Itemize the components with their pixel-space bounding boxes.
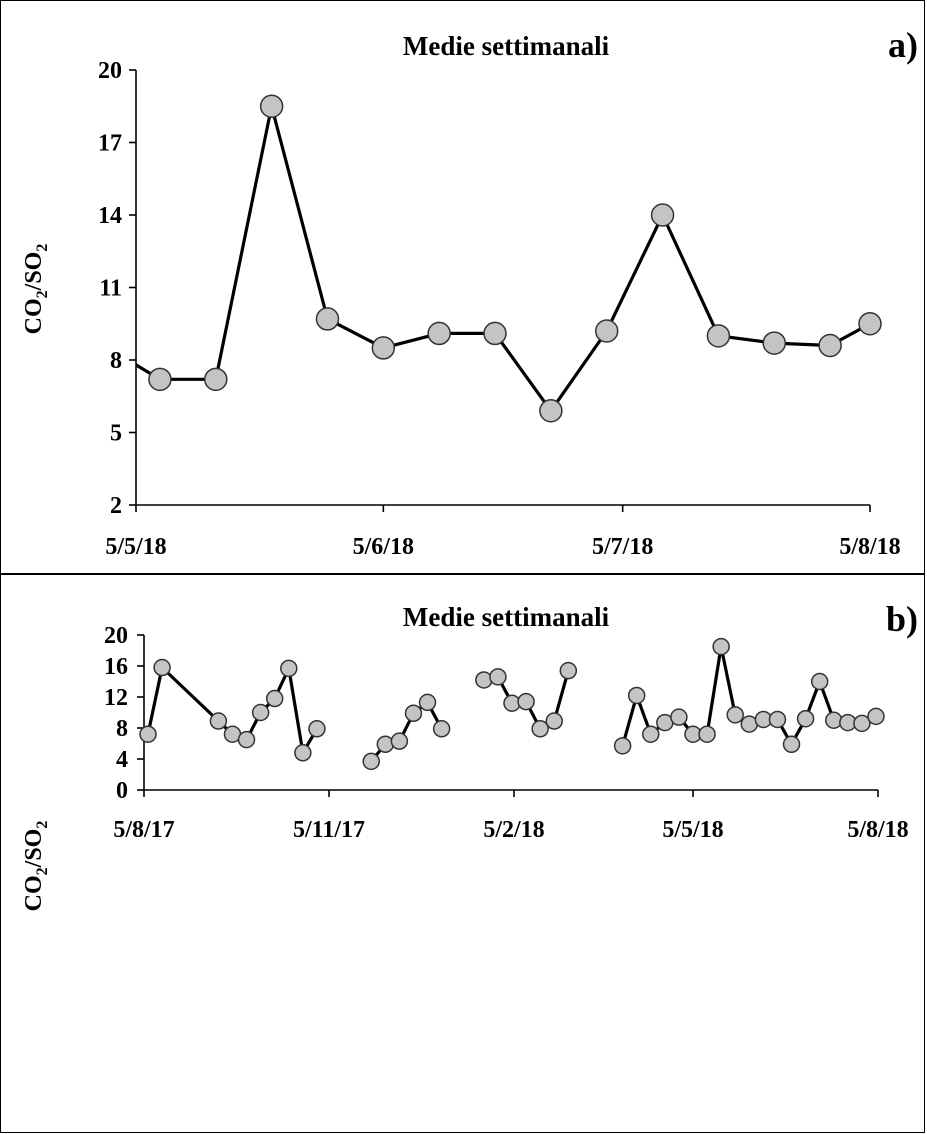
data-point [670, 708, 688, 726]
y-tick-label: 17 [98, 131, 122, 157]
data-point [627, 686, 646, 705]
y-tick-label: 8 [110, 348, 122, 374]
data-point [712, 637, 730, 656]
data-point [376, 735, 395, 754]
data-point [539, 399, 563, 423]
y-tick-label: 14 [98, 203, 122, 229]
x-tick-label: 5/7/18 [592, 534, 653, 560]
data-point [762, 331, 787, 355]
y-tick-label: 8 [116, 716, 128, 742]
chart-a-plot-area: 2 5 8 11 14 17 20 5/5/18 5/6/18 5/7/18 5/8/18 [98, 58, 901, 560]
data-point [825, 711, 843, 729]
data-point [867, 707, 885, 726]
data-point [139, 725, 157, 743]
x-tick-label: 5/6/18 [353, 534, 414, 560]
y-label-part: /SO [21, 252, 47, 292]
chart-a-svg: Medie settimanali a) CO2/SO2 25811141720… [21, 25, 918, 560]
data-point [259, 94, 284, 118]
y-label-part: CO [21, 875, 47, 911]
data-point [315, 307, 340, 331]
x-tick-label: 5/5/18 [105, 534, 166, 560]
series-line [136, 104, 871, 413]
x-tick-label: 5/8/18 [839, 534, 900, 560]
y-label-sub: 2 [34, 821, 51, 829]
x-tick-label: 5/11/17 [293, 817, 365, 843]
data-point [642, 725, 660, 743]
y-tick-label: 2 [110, 493, 122, 519]
y-label-part: /SO [21, 829, 47, 869]
data-point [782, 735, 801, 754]
data-point [237, 730, 256, 749]
data-point [853, 714, 871, 733]
data-point [559, 661, 578, 680]
data-point [404, 704, 423, 723]
y-tick-label: 4 [116, 747, 128, 773]
chart-panel-b: Medie settimanali b) CO2/SO2 0 4 8 12 16 20 5/… [0, 574, 925, 1133]
chart-a-panel-label: a) [888, 25, 918, 65]
data-point [427, 321, 451, 346]
data-point [418, 693, 437, 712]
x-tick-label: 5/8/17 [113, 817, 174, 843]
data-point [432, 720, 451, 738]
data-point [818, 333, 842, 358]
y-tick-label: 5 [110, 421, 122, 447]
chart-b-panel-label: b) [886, 599, 918, 639]
y-tick-label: 16 [104, 654, 128, 680]
chart-b-plot-area: 0 4 8 12 16 20 5/8/17 5/11/17 5/2/18 5/5/18 5/8/18 [104, 623, 909, 843]
y-tick-label: 0 [116, 778, 128, 804]
data-point [475, 671, 493, 689]
y-label-sub: 2 [34, 244, 51, 252]
data-point [796, 709, 815, 728]
data-point [362, 752, 380, 771]
data-point [371, 336, 396, 360]
data-point [265, 689, 284, 708]
chart-b-title: Medie settimanali [403, 602, 610, 632]
y-label-sub: 2 [34, 290, 51, 298]
data-point [594, 319, 619, 343]
chart-a-y-axis-label: CO2/SO2 [21, 244, 51, 335]
x-tick-label: 5/2/18 [483, 817, 544, 843]
chart-b-y-axis-label: CO2/SO2 [21, 821, 51, 912]
data-point [153, 658, 171, 677]
chart-panel-a: Medie settimanali a) CO2/SO2 2 5 8 11 14 17 20… [0, 0, 925, 574]
data-point [251, 703, 270, 722]
data-point [483, 321, 507, 346]
data-point [650, 203, 675, 227]
x-tick-label: 5/5/18 [662, 817, 723, 843]
data-point [698, 725, 716, 743]
chart-a-title: Medie settimanali [403, 31, 610, 61]
data-point [858, 312, 882, 336]
data-point [706, 324, 731, 348]
y-tick-label: 12 [104, 685, 128, 711]
data-point [531, 720, 549, 738]
y-tick-label: 20 [104, 623, 128, 649]
data-point [613, 737, 632, 755]
data-point [726, 706, 744, 724]
data-point [489, 668, 507, 686]
data-point [280, 659, 298, 678]
data-point [810, 672, 829, 691]
y-label-part: CO [21, 298, 47, 334]
y-label-sub: 2 [34, 867, 51, 875]
data-point [390, 732, 409, 750]
data-point [308, 720, 326, 738]
data-point [294, 744, 312, 762]
x-tick-label: 5/8/18 [847, 817, 908, 843]
data-point [768, 710, 787, 729]
chart-b-svg: Medie settimanali b) CO2/SO2 0481216205/… [21, 599, 918, 912]
y-tick-label: 11 [99, 276, 122, 302]
data-point [545, 712, 563, 730]
y-tick-label: 20 [98, 58, 122, 84]
data-point [204, 367, 228, 392]
data-point [517, 692, 535, 711]
data-point [148, 367, 172, 392]
data-point [209, 712, 228, 730]
